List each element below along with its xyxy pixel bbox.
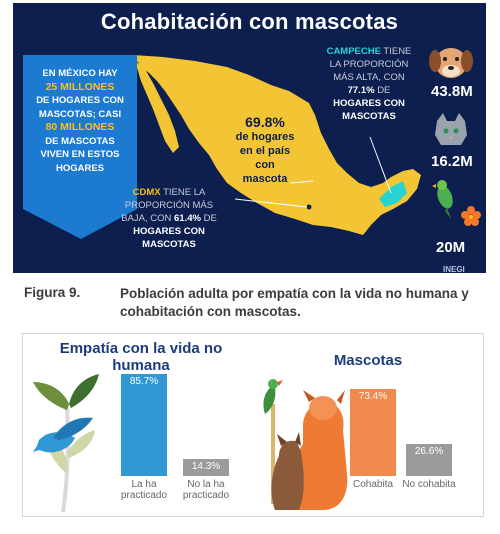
mexico-summary-text: En México hay 25 millones de hogares con…	[25, 67, 135, 175]
empathy-bar-value-2: 14.3%	[191, 460, 221, 472]
infographic-banner: Cohabitación con mascotas En México hay …	[13, 3, 486, 273]
cdmx-line-2: proporción más	[124, 200, 214, 211]
mexico-line-8: hogares	[55, 162, 105, 174]
cdmx-line-5: mascotas	[142, 239, 196, 250]
campeche-line-4: de	[377, 85, 391, 96]
campeche-name: Campeche	[326, 46, 381, 57]
empathy-bar-category-2: No la ha practicado	[182, 479, 230, 501]
cdmx-line-3: baja, con	[121, 213, 172, 224]
center-line-2: en el país	[239, 145, 291, 157]
center-line-1: de hogares	[235, 131, 295, 143]
cdmx-callout-line	[234, 198, 308, 208]
mexico-line-6: de mascotas	[45, 135, 115, 147]
campeche-line-2: la proporción	[329, 59, 409, 70]
mexico-map	[23, 48, 481, 239]
pets-bar-category-2: No cohabita	[402, 479, 456, 490]
mexico-line-3: de hogares con	[36, 95, 124, 106]
cdmx-percentage: 61.4%	[174, 213, 201, 224]
national-percentage-text: 69.8% de hogares en el país con mascota	[225, 114, 305, 186]
infographic-title: Cohabitación con mascotas	[100, 9, 399, 34]
charts-panel: Empatía con la vida no humana Mascotas 8…	[22, 333, 484, 517]
campeche-line-3: más alta, con	[333, 72, 405, 83]
empathy-bar-2	[183, 458, 229, 476]
bird-count: 20M	[436, 239, 466, 256]
empathy-bar-value-1: 85.7%	[129, 376, 159, 387]
pets-bar-value-1: 73.4%	[358, 390, 388, 402]
empathy-chart-title: Empatía con la vida no humana	[59, 340, 223, 374]
cdmx-callout: CDMX tiene la proporción más baja, con 6…	[105, 186, 233, 251]
cat-count: 16.2M	[431, 153, 473, 170]
cat-icon	[435, 113, 467, 145]
dog-count: 43.8M	[431, 83, 473, 100]
figure-label: Figura 9.	[24, 285, 81, 300]
mexico-shape	[133, 55, 421, 235]
cdmx-name: CDMX	[132, 187, 161, 198]
flower-icon	[461, 206, 481, 226]
mexico-households-count: 25 millones	[45, 80, 115, 93]
mexico-line-4: mascotas; casi	[38, 108, 122, 120]
cdmx-line-1: tiene la	[163, 187, 206, 198]
pets-bar-category-1: Cohabita	[352, 479, 394, 490]
pets-bar-2	[406, 444, 452, 476]
mexico-line-1: En México hay	[42, 68, 118, 79]
cdmx-line-4: hogares con	[133, 226, 205, 237]
pets-chart-title: Mascotas	[333, 352, 403, 369]
empathy-bar-category-1: La ha practicado	[120, 479, 168, 501]
campeche-percentage: 77.1%	[347, 85, 375, 96]
figure-caption-text: Población adulta por empatía con la vida…	[120, 286, 469, 319]
mexico-line-7: viven en estos	[40, 149, 120, 160]
dog-icon	[429, 48, 473, 78]
campeche-callout: Campeche tiene la proporción más alta, c…	[313, 45, 425, 123]
cdmx-line-3b: de	[203, 213, 217, 224]
baja-california-shape	[135, 61, 179, 153]
pets-bar-1	[350, 388, 396, 476]
campeche-callout-line	[369, 136, 392, 194]
campeche-line-5: hogares con	[333, 98, 405, 109]
inegi-logo: INEGI	[443, 265, 465, 273]
charts-illustrations	[33, 374, 348, 513]
cdmx-marker	[306, 204, 312, 210]
pets-illustration	[263, 379, 348, 510]
center-line-4: mascota	[242, 173, 288, 185]
plant-bird-illustration	[33, 374, 99, 513]
national-percentage: 69.8%	[245, 114, 285, 130]
mexico-info-panel	[23, 55, 137, 239]
center-line-3: con	[255, 159, 275, 171]
campeche-shape	[379, 181, 407, 207]
center-callout-line	[290, 180, 314, 184]
pets-bar-value-2: 26.6%	[414, 446, 444, 458]
bird-icon	[432, 180, 453, 219]
campeche-line-6: mascotas	[342, 111, 396, 122]
empathy-bar-1	[121, 374, 167, 476]
campeche-line-1: tiene	[383, 46, 412, 57]
mexico-pets-count: 80 millones	[45, 121, 115, 133]
